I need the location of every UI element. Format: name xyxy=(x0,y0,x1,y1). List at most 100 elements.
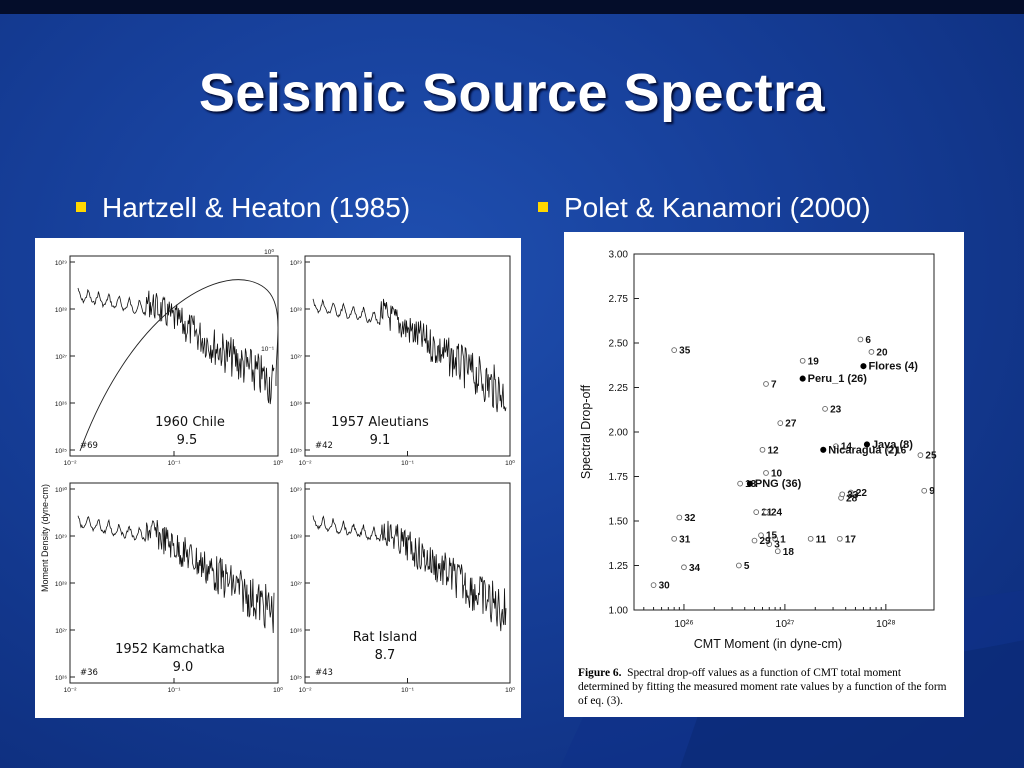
point-label: 25 xyxy=(925,451,937,462)
x-tick-label: 10⁻² xyxy=(299,687,313,694)
point-label: 24 xyxy=(771,508,783,519)
data-point xyxy=(799,357,806,364)
point-label: Nicaragua (2) xyxy=(828,444,898,456)
panel-frame xyxy=(304,482,511,684)
y-tick-label: 10²⁷ xyxy=(55,354,67,361)
y-tick-label: 3.00 xyxy=(609,250,629,261)
x-tick-label: 10⁰ xyxy=(273,686,283,694)
data-point xyxy=(737,480,743,487)
right-figure: 1.00 1.25 1.50 1.75 2.00 2.25 2.50 2.75 3.00 10²⁶… xyxy=(564,232,964,717)
point-label: 9 xyxy=(929,486,935,497)
point-label: 33 xyxy=(847,490,859,501)
y-tick-label: 10²⁵ xyxy=(55,448,67,455)
point-label: Flores (4) xyxy=(868,361,918,373)
x-tick-label: 10⁻² xyxy=(299,460,313,467)
filter-curve xyxy=(79,279,279,452)
y-tick-label: 2.25 xyxy=(609,383,629,394)
point-label: 17 xyxy=(845,534,857,545)
point-label: 12 xyxy=(768,445,780,456)
data-point xyxy=(772,535,778,542)
x-tick-label: 10²⁸ xyxy=(876,618,896,630)
data-point xyxy=(751,537,758,544)
spectrum-trace xyxy=(77,287,275,405)
point-label: 3 xyxy=(774,540,780,551)
y-tick-label: 2.00 xyxy=(609,428,629,439)
data-point xyxy=(746,480,753,487)
right-tick-label: 10⁰ xyxy=(264,248,274,256)
y-tick-label: 2.50 xyxy=(609,339,629,350)
point-label: 35 xyxy=(679,346,691,357)
point-label: 31 xyxy=(679,534,691,545)
figure-caption: Figure 6. Spectral drop-off values as a … xyxy=(578,666,954,708)
data-point xyxy=(820,446,827,453)
spectrum-panel-aleutians: 10²⁹ 10²⁸ 10²⁷ 10²⁶ 10²⁵ 10⁻² 10⁻¹ 10⁰ 1957 Aleu… xyxy=(290,255,515,467)
y-tick-label: 10²⁶ xyxy=(290,628,302,635)
x-tick-label: 10²⁶ xyxy=(674,618,694,630)
point-label: 16 xyxy=(895,445,907,456)
data-point xyxy=(887,446,893,453)
bullet-text: Hartzell & Heaton (1985) xyxy=(102,192,411,223)
x-tick-label: 10⁰ xyxy=(273,459,283,467)
x-tick-label: 10⁻² xyxy=(64,687,78,694)
data-point xyxy=(774,548,781,555)
spectrum-trace xyxy=(312,298,507,413)
bullet-hartzell: Hartzell & Heaton (1985) xyxy=(76,192,410,224)
y-tick-label: 10²⁸ xyxy=(290,534,302,541)
data-point xyxy=(917,452,924,458)
y-tick-label: 10²⁶ xyxy=(55,675,67,682)
y-tick-label: 10²⁷ xyxy=(290,354,302,361)
caption-label: Figure 6. xyxy=(578,667,622,679)
data-point xyxy=(807,535,814,542)
event-number: #36 xyxy=(80,668,98,678)
y-tick-label: 10²⁹ xyxy=(55,534,67,541)
data-point xyxy=(671,347,678,353)
data-point xyxy=(833,443,839,450)
data-point xyxy=(777,420,784,426)
data-point xyxy=(759,446,766,453)
data-point xyxy=(676,514,683,521)
data-point xyxy=(868,349,875,355)
x-tick-label: 10⁰ xyxy=(505,459,515,467)
point-label: 5 xyxy=(744,561,750,572)
point-label: 27 xyxy=(785,419,797,430)
point-label: 32 xyxy=(684,513,696,524)
data-point xyxy=(857,336,864,343)
point-label: 6 xyxy=(865,335,871,346)
y-axis-label: Spectral Drop-off xyxy=(579,384,593,479)
spectra-figure: Moment Density (dyne-cm) 10²⁹10²⁸10²⁷10²… xyxy=(40,248,515,694)
event-name: 1952 Kamchatka xyxy=(115,642,225,657)
bullet-polet: Polet & Kanamori (2000) xyxy=(538,192,871,224)
x-tick-label: 10⁻² xyxy=(64,460,78,467)
slide-title: Seismic Source Spectra xyxy=(198,63,826,123)
data-point xyxy=(799,375,806,382)
event-magnitude: 9.1 xyxy=(370,433,391,448)
bullet-text: Polet & Kanamori (2000) xyxy=(564,192,871,223)
point-label: 18 xyxy=(783,547,795,558)
x-axis-label: CMT Moment (in dyne-cm) xyxy=(694,637,842,651)
data-point xyxy=(921,487,928,494)
data-point xyxy=(766,541,773,547)
y-tick-label: 10²⁹ xyxy=(290,260,302,267)
y-tick-label: 1.00 xyxy=(609,606,629,617)
y-tick-label: 10²⁵ xyxy=(290,448,302,455)
x-tick-label: 10⁻¹ xyxy=(168,687,182,694)
y-tick-label: 10³⁰ xyxy=(55,486,67,494)
spectrum-panel-chile: 10²⁹ 10²⁸ 10²⁷ 10²⁶ 10²⁵ 10⁻² 10⁻¹ 10⁰ 10⁰ 10⁻¹ 19… xyxy=(55,248,283,467)
point-label: 19 xyxy=(808,356,820,367)
event-number: #69 xyxy=(80,441,98,451)
left-figure: Moment Density (dyne-cm) 10²⁹ 10²⁸ 10²⁷ 10²… xyxy=(35,238,521,718)
y-tick-label: 2.75 xyxy=(609,294,629,305)
data-point xyxy=(650,582,657,588)
event-name: Rat Island xyxy=(353,630,418,645)
y-tick-label: 1.75 xyxy=(609,472,629,483)
spectrum-panel-kamchatka: 10³⁰ 10²⁹ 10²⁸ 10²⁷ 10²⁶ 10⁻² 10⁻¹ 10⁰ 1952 Kamc… xyxy=(55,482,283,694)
y-tick-label: 10²⁶ xyxy=(290,401,302,408)
data-point xyxy=(753,509,760,515)
event-magnitude: 9.0 xyxy=(173,660,194,675)
y-tick-label: 10²⁹ xyxy=(55,260,67,267)
point-label: 1 xyxy=(780,534,786,545)
x-tick-label: 10⁰ xyxy=(505,686,515,694)
point-label: 34 xyxy=(689,563,701,574)
x-tick-label: 10⁻¹ xyxy=(401,687,415,694)
point-label: 23 xyxy=(830,404,842,415)
